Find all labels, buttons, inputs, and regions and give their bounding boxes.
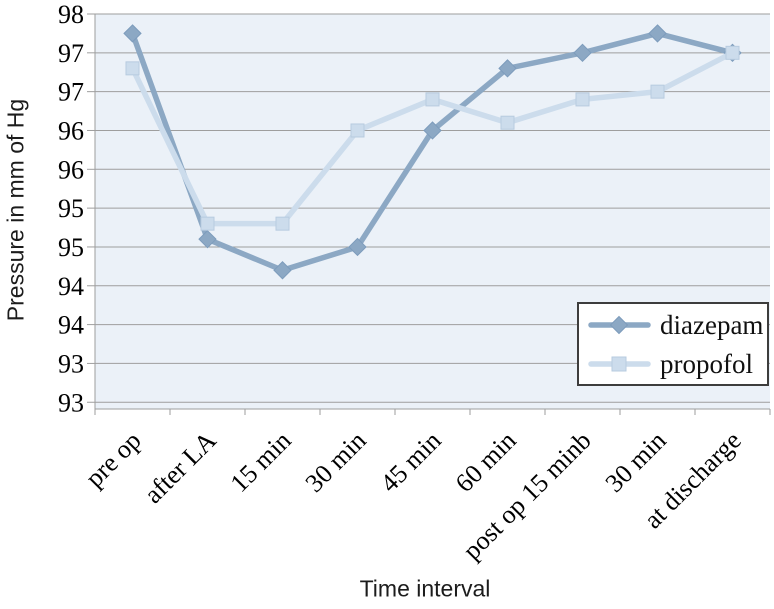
x-tick-label: 15 min	[225, 426, 297, 498]
diazepam-marker	[573, 43, 592, 63]
propofol-marker	[575, 92, 590, 107]
propofol-marker	[425, 92, 440, 107]
x-tick-label: 30 min	[300, 426, 372, 498]
diazepam-marker	[198, 229, 217, 249]
diazepam-marker	[273, 261, 292, 280]
y-tick-label: 96	[58, 116, 84, 145]
legend-label-diazepam: diazepam	[660, 310, 763, 340]
legend-box	[577, 302, 769, 386]
x-tick-label: after LA	[138, 426, 221, 509]
x-tick-label: 45 min	[375, 426, 447, 498]
propofol-marker	[125, 61, 140, 76]
y-axis-title: Pressure in mm of Hg	[2, 98, 29, 322]
propofol-marker	[200, 216, 215, 231]
propofol-marker	[500, 115, 515, 130]
propofol-marker	[275, 216, 290, 231]
y-tick-label: 97	[58, 39, 84, 68]
propofol-marker	[725, 45, 740, 60]
x-tick-label: post op 15 minb	[457, 426, 597, 566]
x-tick-label: 60 min	[450, 426, 522, 498]
diazepam-marker	[423, 121, 442, 140]
propofol-marker	[350, 123, 365, 138]
legend-label-propofol: propofol	[660, 349, 753, 379]
diazepam-marker	[123, 24, 142, 43]
y-tick-label: 98	[58, 0, 84, 29]
legend-diazepam-marker	[609, 315, 629, 335]
diazepam-marker	[648, 24, 667, 43]
diazepam-marker	[498, 59, 517, 78]
y-tick-label: 94	[58, 311, 84, 340]
y-tick-label: 95	[58, 233, 84, 262]
x-tick-label: pre op	[80, 426, 147, 493]
y-tick-label: 93	[58, 388, 84, 417]
legend-propofol-marker	[611, 356, 627, 372]
y-tick-label: 94	[58, 272, 84, 301]
y-tick-label: 96	[58, 155, 84, 184]
propofol-marker	[650, 84, 665, 99]
x-tick-label: 30 min	[600, 426, 672, 498]
y-tick-label: 93	[58, 349, 84, 378]
y-tick-label: 95	[58, 194, 84, 223]
y-tick-label: 97	[58, 78, 84, 107]
x-axis-title: Time interval	[359, 575, 491, 602]
diazepam-marker	[348, 237, 367, 257]
